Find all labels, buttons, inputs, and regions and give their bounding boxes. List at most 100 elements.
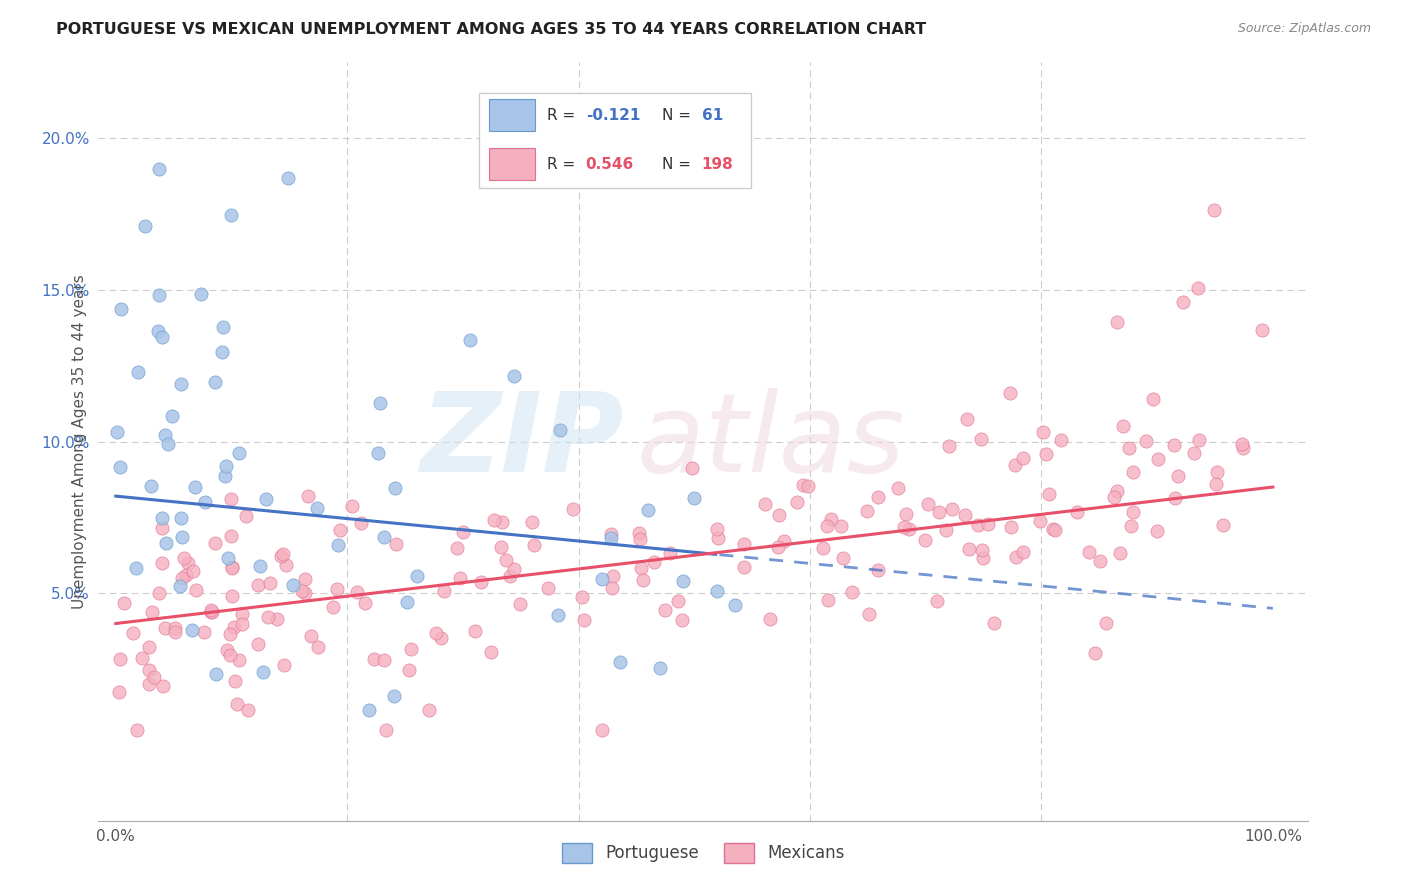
Point — [1212, 517, 1234, 532]
Point — [307, 501, 329, 516]
Point — [165, 621, 187, 635]
Point — [1004, 458, 1026, 473]
Point — [654, 603, 676, 617]
Point — [152, 679, 174, 693]
Point — [627, 525, 650, 540]
Point — [219, 491, 242, 506]
Point — [1232, 437, 1254, 451]
Point — [1032, 425, 1054, 439]
Point — [1142, 392, 1164, 406]
Point — [637, 503, 659, 517]
Point — [350, 516, 373, 530]
Point — [509, 597, 531, 611]
Point — [481, 645, 503, 659]
Point — [643, 555, 665, 569]
Point — [1090, 554, 1112, 568]
Point — [274, 558, 297, 573]
Point — [464, 624, 486, 639]
Point — [817, 592, 839, 607]
Text: 0.546: 0.546 — [586, 156, 634, 171]
Point — [1035, 447, 1057, 461]
Point — [384, 481, 406, 495]
Point — [221, 560, 243, 574]
Point — [131, 651, 153, 665]
Point — [215, 459, 238, 474]
Point — [221, 590, 243, 604]
Point — [170, 510, 193, 524]
Point — [273, 658, 295, 673]
Point — [1171, 294, 1194, 309]
Point — [110, 301, 132, 316]
Point — [453, 524, 475, 539]
Point — [225, 697, 247, 711]
Point — [499, 569, 522, 583]
Point — [1121, 518, 1143, 533]
Point — [228, 446, 250, 460]
Point — [112, 595, 135, 609]
Point — [1045, 523, 1067, 537]
Point — [374, 723, 396, 737]
Point — [600, 581, 623, 595]
Point — [143, 670, 166, 684]
Point — [1206, 466, 1229, 480]
Point — [523, 538, 546, 552]
Point — [1146, 452, 1168, 467]
Point — [820, 512, 842, 526]
Point — [914, 533, 936, 548]
Point — [489, 540, 512, 554]
Point — [224, 620, 246, 634]
FancyBboxPatch shape — [489, 99, 534, 131]
Point — [212, 320, 235, 334]
Point — [1188, 434, 1211, 448]
Point — [491, 515, 513, 529]
Text: N =: N = — [662, 156, 696, 171]
Point — [148, 288, 170, 302]
Point — [591, 723, 613, 737]
Point — [724, 599, 747, 613]
Point — [204, 667, 226, 681]
Point — [1049, 433, 1071, 447]
Point — [138, 663, 160, 677]
Point — [236, 703, 259, 717]
Point — [591, 572, 613, 586]
Point — [214, 469, 236, 483]
Point — [108, 652, 131, 666]
Point — [125, 723, 148, 737]
Point — [299, 629, 322, 643]
Text: ZIP: ZIP — [420, 388, 624, 495]
Point — [326, 582, 349, 597]
Point — [150, 510, 173, 524]
Point — [141, 605, 163, 619]
Point — [970, 432, 993, 446]
Point — [858, 607, 880, 621]
Point — [105, 425, 128, 439]
Point — [1078, 544, 1101, 558]
Point — [449, 571, 471, 585]
Point — [983, 615, 1005, 630]
Point — [146, 324, 169, 338]
Point — [138, 677, 160, 691]
Point — [382, 689, 405, 703]
Point — [249, 559, 271, 574]
Point — [1105, 315, 1128, 329]
Point — [429, 631, 451, 645]
Point — [1109, 546, 1132, 560]
Point — [405, 569, 427, 583]
Point — [571, 590, 593, 604]
Point — [495, 553, 517, 567]
Point — [815, 519, 838, 533]
Point — [150, 330, 173, 344]
Point — [184, 583, 207, 598]
Point — [998, 386, 1021, 401]
Point — [257, 610, 280, 624]
Point — [425, 626, 447, 640]
FancyBboxPatch shape — [479, 93, 751, 187]
Point — [418, 703, 440, 717]
Point — [200, 605, 222, 619]
Point — [433, 584, 456, 599]
Point — [832, 550, 855, 565]
Point — [125, 560, 148, 574]
Point — [733, 559, 755, 574]
Point — [363, 652, 385, 666]
Point — [127, 365, 149, 379]
